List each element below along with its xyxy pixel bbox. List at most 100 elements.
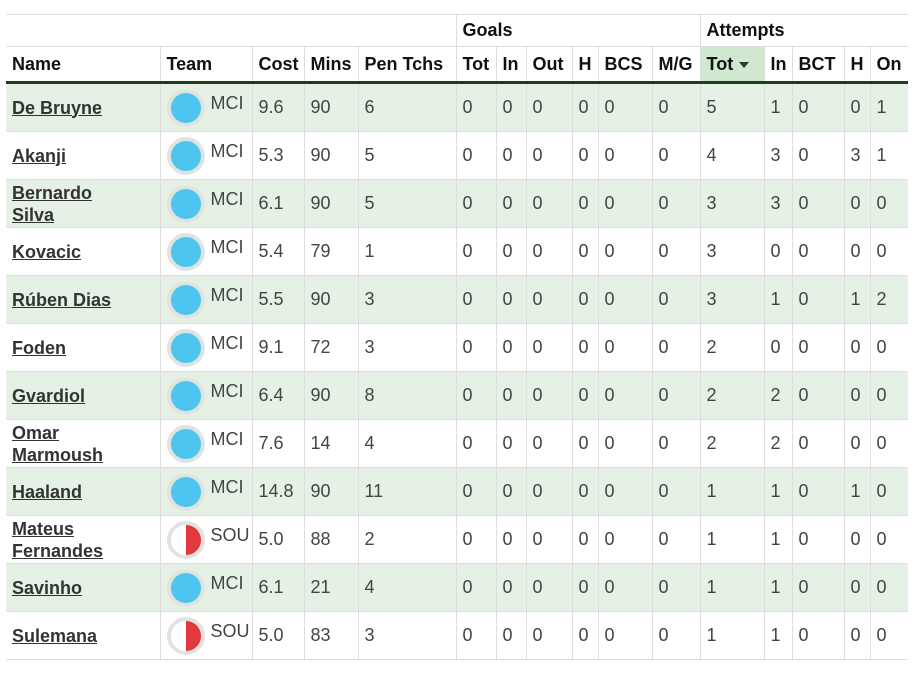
column-header[interactable]: Pen Tchs — [357, 46, 457, 84]
stat-value: 0 — [798, 433, 809, 453]
cell: 0 — [843, 515, 871, 564]
cell: 0 — [495, 131, 527, 180]
cell: 0 — [791, 467, 845, 516]
stat-value: 8 — [364, 385, 375, 405]
player-link[interactable]: Haaland — [12, 481, 83, 502]
stat-value: 90 — [310, 97, 331, 117]
cell: 0 — [571, 419, 599, 468]
stat-value: 72 — [310, 337, 331, 357]
column-header[interactable]: M/G — [651, 46, 701, 84]
cell: 2 — [869, 275, 909, 324]
column-header-text: In — [770, 53, 787, 74]
cell: 7.6 — [251, 419, 304, 468]
stat-value: 1 — [706, 529, 717, 549]
column-header[interactable]: In — [763, 46, 793, 84]
player-row: Rúben Dias MCI 5.5 90 3 0 0 0 0 0 0 3 1 0 1 2 — [6, 275, 909, 324]
stat-value: 5.0 — [258, 529, 284, 549]
column-header[interactable]: Team — [159, 46, 252, 84]
column-header[interactable]: BCT — [791, 46, 845, 84]
stat-value: 0 — [462, 625, 473, 645]
cell: 11 — [357, 467, 457, 516]
stat-value: 2 — [706, 337, 717, 357]
stat-value: 0 — [604, 385, 615, 405]
cell: 0 — [651, 419, 701, 468]
cell: 0 — [495, 563, 527, 612]
column-header-text: Team — [166, 53, 213, 74]
player-row: Foden MCI 9.1 72 3 0 0 0 0 0 0 2 0 0 0 0 — [6, 323, 909, 372]
stat-value: 1 — [706, 625, 717, 645]
cell: 0 — [455, 515, 497, 564]
stat-value: 0 — [876, 337, 887, 357]
column-header[interactable]: H — [571, 46, 599, 84]
player-link[interactable]: Kovacic — [12, 241, 82, 262]
cell: MCI — [159, 419, 252, 468]
cell: SOU — [159, 611, 252, 660]
stat-value: 2 — [770, 385, 781, 405]
column-header[interactable]: Mins — [303, 46, 358, 84]
cell: 90 — [303, 275, 358, 324]
player-link[interactable]: Sulemana — [12, 625, 98, 646]
player-link[interactable]: Gvardiol — [12, 385, 86, 406]
column-header[interactable]: Name — [6, 46, 160, 84]
team-badge — [166, 472, 205, 511]
stat-value: 0 — [798, 145, 809, 165]
team-cell: MCI — [166, 472, 252, 511]
team-name: MCI — [210, 477, 244, 497]
player-link[interactable]: Mateus Fernandes — [12, 518, 104, 561]
stat-value: 0 — [578, 385, 589, 405]
stat-value: 2 — [364, 529, 375, 549]
stat-value: 0 — [876, 433, 887, 453]
cell: 0 — [791, 563, 845, 612]
column-header[interactable]: Tot — [699, 46, 765, 84]
column-header[interactable]: On — [869, 46, 909, 84]
cell: 1 — [763, 82, 793, 132]
cell: 0 — [525, 419, 573, 468]
cell: 3 — [763, 179, 793, 228]
cell: 0 — [843, 563, 871, 612]
stat-value: 0 — [462, 577, 473, 597]
stat-value: 0 — [462, 529, 473, 549]
stat-value: 6.1 — [258, 193, 284, 213]
column-header[interactable]: Cost — [251, 46, 304, 84]
player-link[interactable]: Savinho — [12, 577, 83, 598]
cell: 3 — [843, 131, 871, 180]
stat-value: 0 — [578, 145, 589, 165]
cell: 9.6 — [251, 82, 304, 132]
cell: 0 — [525, 275, 573, 324]
team-cell: MCI — [166, 568, 252, 607]
player-link[interactable]: Akanji — [12, 145, 67, 166]
cell: Gvardiol — [6, 371, 160, 420]
stat-value: 0 — [578, 337, 589, 357]
cell: 2 — [763, 419, 793, 468]
team-name: MCI — [210, 93, 244, 113]
column-header[interactable]: In — [495, 46, 527, 84]
cell: 0 — [525, 227, 573, 276]
team-cell: SOU — [166, 616, 252, 655]
column-header[interactable]: Tot — [455, 46, 497, 84]
column-header[interactable]: Out — [525, 46, 573, 84]
cell: 0 — [455, 227, 497, 276]
stat-value: 3 — [770, 193, 781, 213]
team-cell: MCI — [166, 232, 252, 271]
player-link[interactable]: Rúben Dias — [12, 289, 112, 310]
column-header[interactable]: BCS — [597, 46, 653, 84]
stat-value: 2 — [770, 433, 781, 453]
cell: 6.1 — [251, 563, 304, 612]
column-header[interactable]: H — [843, 46, 871, 84]
cell: 9.1 — [251, 323, 304, 372]
player-link[interactable]: Omar Marmoush — [12, 422, 104, 465]
team-cell: SOU — [166, 520, 252, 559]
cell: Haaland — [6, 467, 160, 516]
cell: 0 — [571, 227, 599, 276]
player-link[interactable]: Bernardo Silva — [12, 182, 93, 225]
group-header: Goals — [455, 14, 701, 47]
cell: 0 — [597, 371, 653, 420]
cell: 0 — [763, 227, 793, 276]
stat-value: 0 — [604, 577, 615, 597]
group-header: Attempts — [699, 14, 909, 47]
column-header-text: Tot — [462, 53, 490, 74]
player-link[interactable]: De Bruyne — [12, 97, 103, 118]
player-link[interactable]: Foden — [12, 337, 66, 358]
stat-value: 0 — [798, 337, 809, 357]
